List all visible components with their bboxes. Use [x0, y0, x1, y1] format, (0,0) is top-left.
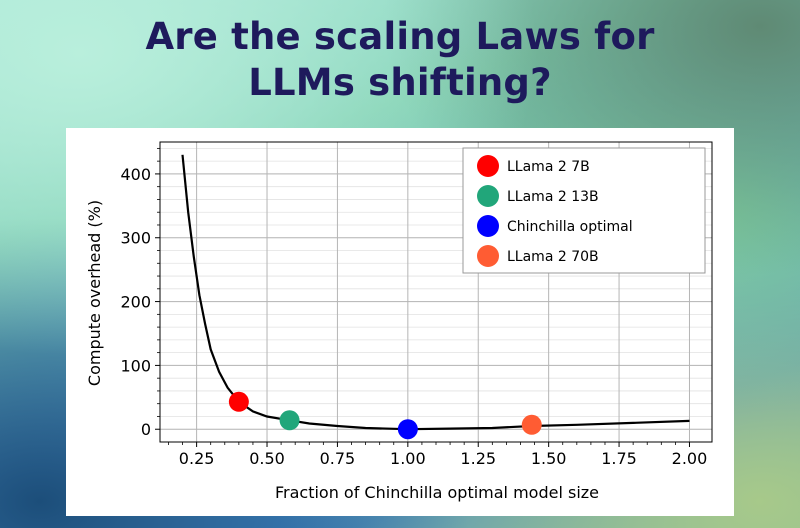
- ticks: 0 100 200 300 400 0.25 0.50 0.75 1.00 1.25 1.50 1.7…: [120, 147, 708, 468]
- page-title: Are the scaling Laws for LLMs shifting?: [0, 14, 800, 106]
- legend-label: LLama 2 13B: [507, 189, 599, 205]
- point-chinchilla-optimal: [397, 419, 418, 440]
- x-tick-label: 0.25: [179, 449, 215, 468]
- legend-label: LLama 2 70B: [507, 249, 599, 265]
- point-llama-2-13b: [279, 410, 300, 431]
- legend-marker: [477, 215, 499, 237]
- curve-layer: [181, 154, 690, 431]
- y-tick-label: 0: [141, 420, 151, 439]
- y-tick-label: 200: [120, 293, 151, 312]
- point-llama-2-70b: [521, 414, 542, 435]
- y-tick-label: 400: [120, 165, 151, 184]
- y-tick-label: 100: [120, 356, 151, 375]
- data-points: [228, 391, 542, 440]
- y-tick-label: 300: [120, 229, 151, 248]
- x-tick-label: 0.75: [320, 449, 356, 468]
- y-axis-label: Compute overhead (%): [85, 200, 104, 386]
- legend: LLama 2 7B LLama 2 13B Chinchilla optimal L…: [462, 147, 706, 274]
- legend-marker: [477, 245, 499, 267]
- x-tick-label: 0.50: [249, 449, 285, 468]
- scaling-chart: 0 100 200 300 400 0.25 0.50 0.75 1.00 1.25 1.50 1.7…: [85, 141, 713, 502]
- chart-panel: 0 100 200 300 400 0.25 0.50 0.75 1.00 1.25 1.50 1.7…: [66, 128, 734, 516]
- title-line-1: Are the scaling Laws for: [145, 15, 655, 58]
- x-tick-label: 2.00: [672, 449, 708, 468]
- title-line-2: LLMs shifting?: [248, 61, 552, 104]
- x-axis-label: Fraction of Chinchilla optimal model siz…: [275, 483, 599, 502]
- overhead-curve: [181, 154, 690, 431]
- x-tick-label: 1.00: [390, 449, 426, 468]
- legend-label: LLama 2 7B: [507, 159, 590, 175]
- x-tick-label: 1.50: [531, 449, 567, 468]
- point-llama-2-7b: [228, 391, 249, 412]
- x-tick-label: 1.75: [601, 449, 637, 468]
- x-tick-label: 1.25: [460, 449, 496, 468]
- legend-marker: [477, 155, 499, 177]
- legend-label: Chinchilla optimal: [507, 219, 633, 235]
- legend-box: [462, 147, 706, 274]
- legend-marker: [477, 185, 499, 207]
